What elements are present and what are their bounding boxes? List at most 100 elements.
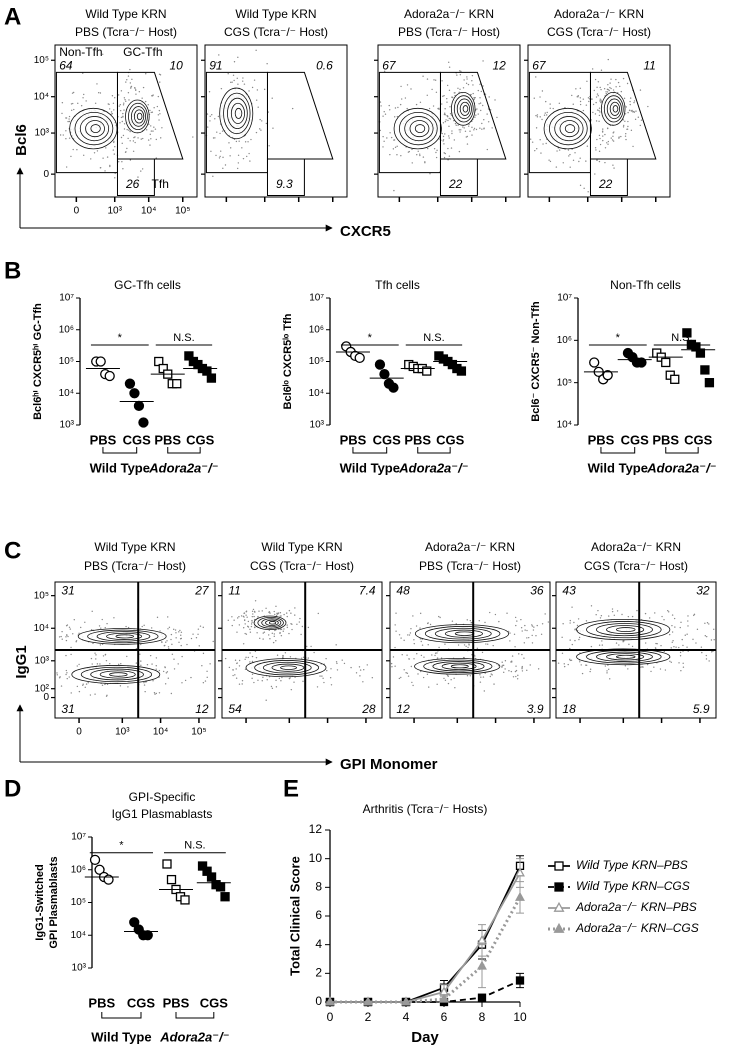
event-dot [686, 633, 688, 635]
contour [128, 102, 148, 131]
event-dot [238, 140, 240, 142]
event-dot [231, 616, 233, 618]
event-dot [612, 140, 615, 142]
group-bracket [102, 447, 138, 454]
event-dot [58, 636, 61, 638]
event-dot [160, 137, 162, 139]
y-axis-label: Total Clinical Score [287, 856, 302, 976]
event-dot [567, 663, 569, 666]
event-dot [598, 150, 601, 153]
event-dot [152, 130, 154, 132]
event-dot [419, 153, 421, 155]
gate-percent: 0.6 [316, 58, 333, 72]
event-dot [294, 607, 296, 609]
event-dot [208, 91, 211, 93]
x-tick-label: 10⁴ [153, 727, 168, 738]
event-dot [578, 636, 581, 639]
event-dot [323, 681, 325, 684]
event-dot [410, 88, 412, 90]
event-dot [535, 114, 537, 117]
event-dot [426, 78, 429, 80]
event-dot [286, 615, 288, 618]
data-point [206, 373, 217, 383]
group-bracket [101, 1012, 142, 1019]
event-dot [606, 670, 608, 672]
data-point [94, 864, 105, 875]
event-dot [582, 109, 585, 112]
event-dot [140, 664, 142, 667]
event-dot [389, 109, 391, 111]
data-point [636, 357, 647, 368]
event-dot [291, 623, 293, 625]
event-dot [444, 112, 446, 114]
event-dot [393, 116, 396, 118]
event-dot [596, 138, 598, 141]
event-dot [227, 619, 229, 621]
event-dot [123, 97, 126, 99]
event-dot [458, 129, 460, 131]
event-dot [708, 623, 710, 625]
event-dot [481, 122, 483, 125]
event-dot [615, 642, 618, 644]
contour [80, 666, 153, 683]
event-dot [606, 142, 608, 144]
event-dot [674, 626, 676, 628]
event-dot [520, 618, 522, 621]
category-label: CGS [684, 432, 713, 447]
event-dot [520, 627, 523, 629]
event-dot [564, 106, 566, 109]
event-dot [576, 624, 579, 627]
y-axis-label: Bcl6ˡᵒ CXCR5ˡᵒ Tfh [282, 313, 294, 409]
event-dot [681, 638, 683, 641]
event-dot [508, 670, 510, 672]
event-dot [148, 123, 150, 126]
event-dot [209, 663, 211, 665]
event-dot [180, 637, 183, 640]
event-dot [549, 103, 551, 105]
event-dot [545, 100, 547, 103]
event-dot [598, 109, 600, 112]
event-dot [456, 74, 458, 76]
event-dot [294, 614, 296, 616]
event-dot [394, 107, 397, 109]
event-dot [128, 129, 130, 131]
event-dot [197, 633, 199, 635]
event-dot [445, 119, 447, 121]
event-dot [526, 669, 528, 672]
event-dot [531, 634, 533, 637]
event-dot [570, 659, 573, 661]
event-dot [341, 659, 343, 661]
contour [115, 634, 134, 639]
event-dot [692, 638, 694, 641]
event-dot [149, 109, 151, 112]
event-dot [579, 184, 582, 187]
event-dot [95, 654, 97, 656]
event-dot [94, 652, 96, 654]
legend-marker [553, 901, 565, 912]
event-dot [265, 122, 268, 125]
plot-title: PBS (Tcra⁻/⁻ Host) [84, 559, 186, 573]
event-dot [582, 98, 585, 100]
event-dot [190, 676, 192, 679]
event-dot [419, 101, 422, 103]
event-dot [474, 116, 476, 118]
event-dot [671, 641, 673, 643]
event-dot [142, 137, 144, 140]
event-dot [80, 105, 83, 107]
event-dot [460, 70, 462, 73]
event-dot [600, 99, 602, 101]
event-dot [204, 680, 207, 682]
group-label: Wild Type [90, 460, 150, 475]
event-dot [254, 600, 257, 602]
event-dot [397, 106, 399, 109]
event-dot [627, 120, 629, 123]
event-dot [469, 675, 472, 677]
contour [423, 659, 493, 674]
event-dot [625, 133, 627, 135]
event-dot [247, 620, 250, 623]
event-dot [531, 642, 534, 644]
event-dot [682, 666, 685, 668]
event-dot [154, 693, 156, 695]
event-dot [498, 620, 500, 623]
event-dot [413, 658, 415, 660]
